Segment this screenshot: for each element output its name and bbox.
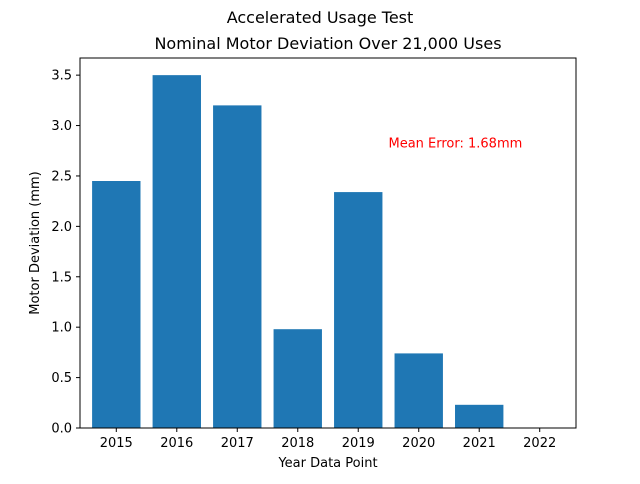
- plot-frame: [79, 57, 577, 429]
- y-axis: 0.0 0.5 1.0 1.5 2.0 2.5 3.0 3.5: [51, 69, 80, 437]
- y-tick-label: 1.0: [51, 321, 72, 336]
- bar-2021: [455, 404, 504, 428]
- y-tick-label: 3.5: [51, 69, 72, 84]
- y-tick-label: 0.0: [51, 422, 72, 437]
- y-axis-label: Motor Deviation (mm): [28, 171, 43, 314]
- bar-2020: [394, 353, 443, 428]
- x-tick-label: 2015: [100, 436, 133, 451]
- x-tick-label: 2016: [160, 436, 193, 451]
- chart-subtitle: Nominal Motor Deviation Over 21,000 Uses: [154, 34, 501, 53]
- bar-2015: [92, 181, 141, 428]
- y-tick-label: 0.5: [51, 371, 72, 386]
- y-tick-label: 1.5: [51, 270, 72, 285]
- bar-2016: [152, 75, 201, 428]
- x-tick-label: 2020: [402, 436, 435, 451]
- bar-2018: [273, 329, 322, 428]
- x-tick-label: 2022: [523, 436, 556, 451]
- x-tick-label: 2019: [342, 436, 375, 451]
- bar-series: [92, 75, 504, 428]
- annotations: Mean Error: 1.68mm: [388, 137, 522, 152]
- y-tick-label: 2.0: [51, 220, 72, 235]
- y-tick-label: 3.0: [51, 119, 72, 134]
- x-tick-label: 2018: [281, 436, 314, 451]
- mean-error-annotation: Mean Error: 1.68mm: [388, 137, 522, 152]
- bar-2019: [334, 192, 383, 428]
- x-tick-label: 2021: [463, 436, 496, 451]
- x-tick-label: 2017: [221, 436, 254, 451]
- y-tick-label: 2.5: [51, 169, 72, 184]
- chart-title: Accelerated Usage Test: [227, 8, 414, 27]
- x-axis-label: Year Data Point: [277, 456, 377, 471]
- bar-2017: [213, 105, 262, 428]
- x-axis: 2015 2016 2017 2018 2019 2020 2021 2022: [100, 428, 556, 451]
